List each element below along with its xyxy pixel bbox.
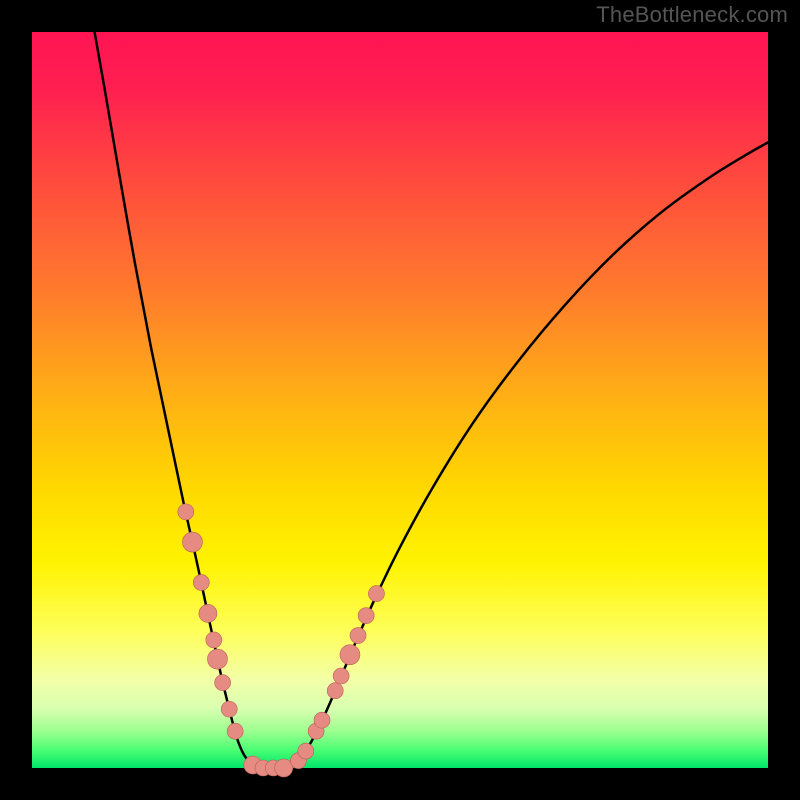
data-marker xyxy=(275,759,293,777)
data-marker xyxy=(340,645,360,665)
data-marker xyxy=(178,504,194,520)
chart-background xyxy=(32,32,768,768)
data-marker xyxy=(215,675,231,691)
data-marker xyxy=(221,701,237,717)
bottleneck-chart xyxy=(0,0,800,800)
data-marker xyxy=(314,712,330,728)
data-marker xyxy=(350,628,366,644)
data-marker xyxy=(368,586,384,602)
data-marker xyxy=(333,668,349,684)
chart-container: TheBottleneck.com xyxy=(0,0,800,800)
data-marker xyxy=(298,743,314,759)
data-marker xyxy=(327,683,343,699)
data-marker xyxy=(358,608,374,624)
data-marker xyxy=(227,723,243,739)
data-marker xyxy=(199,604,217,622)
data-marker xyxy=(207,649,227,669)
data-marker xyxy=(206,632,222,648)
watermark-text: TheBottleneck.com xyxy=(596,2,788,28)
data-marker xyxy=(182,532,202,552)
data-marker xyxy=(193,575,209,591)
